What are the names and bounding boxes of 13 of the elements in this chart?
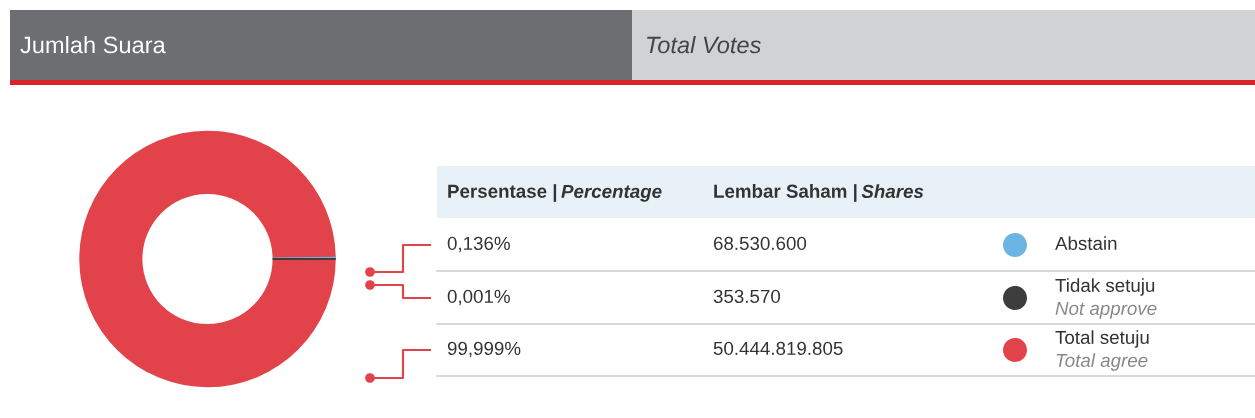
text: 0,136%: [447, 236, 510, 253]
chart-subtitle: Total Votes: [647, 36, 761, 54]
text: 0,001%: [447, 289, 510, 306]
data-label: 353.570: [713, 289, 781, 304]
legend-label: Abstain: [1055, 236, 1117, 251]
data-label: 50.444.819.805: [713, 341, 843, 356]
text: 99,999%: [447, 341, 521, 358]
chart-title: Jumlah Suara: [20, 36, 166, 54]
text: Lembar Saham | Shares: [714, 184, 924, 202]
legend-label: Total setuju Total agree: [1055, 330, 1149, 371]
legend-label: Tidak setuju Not approve: [1055, 278, 1157, 319]
text: Persentase | Percentage: [448, 184, 662, 202]
data-label: 68.530.600: [713, 236, 807, 251]
